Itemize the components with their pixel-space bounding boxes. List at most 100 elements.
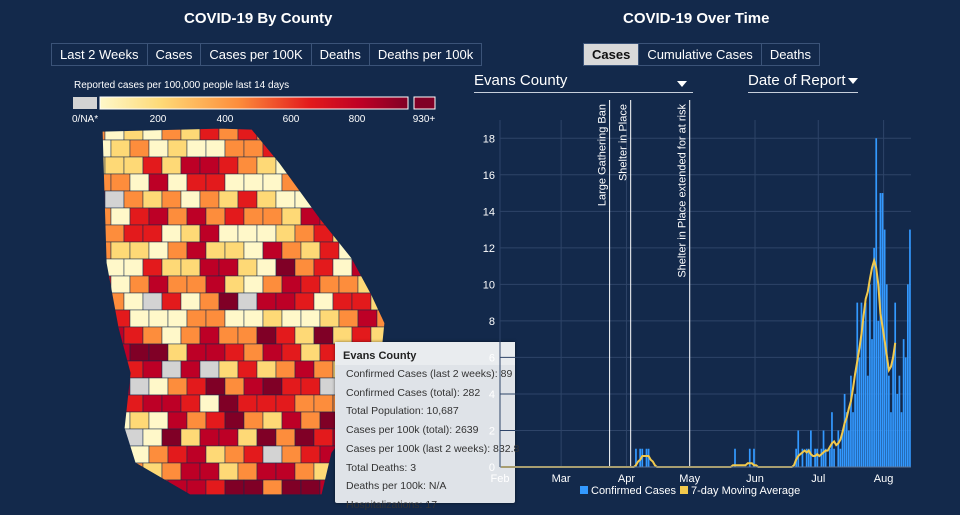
county-shape[interactable] — [338, 139, 359, 158]
county-shape[interactable] — [357, 241, 378, 260]
case-bar[interactable] — [869, 284, 871, 467]
case-bar[interactable] — [816, 448, 819, 467]
county-shape[interactable] — [218, 462, 239, 481]
county-shape[interactable] — [123, 326, 144, 345]
county-shape[interactable] — [180, 156, 201, 175]
county-shape[interactable] — [180, 326, 201, 345]
county-shape[interactable] — [294, 123, 315, 141]
county-shape[interactable] — [262, 309, 283, 328]
county-shape[interactable] — [167, 139, 188, 158]
county-shape[interactable] — [313, 190, 334, 209]
county-shape[interactable] — [161, 292, 182, 311]
county-shape[interactable] — [205, 207, 226, 226]
county-shape[interactable] — [357, 139, 378, 158]
county-shape[interactable] — [351, 224, 372, 243]
county-shape[interactable] — [104, 462, 125, 481]
county-shape[interactable] — [256, 156, 277, 175]
county-shape[interactable] — [224, 275, 245, 294]
county-shape[interactable] — [218, 190, 239, 209]
county-shape[interactable] — [243, 377, 264, 396]
county-shape[interactable] — [294, 428, 315, 447]
case-bar[interactable] — [841, 430, 844, 467]
county-shape[interactable] — [338, 275, 359, 294]
case-bar[interactable] — [805, 448, 808, 467]
case-bar[interactable] — [902, 339, 905, 467]
county-shape[interactable] — [262, 377, 283, 396]
county-shape[interactable] — [314, 497, 333, 503]
county-shape[interactable] — [294, 258, 315, 277]
county-shape[interactable] — [262, 241, 283, 260]
county-shape[interactable] — [237, 292, 258, 311]
county-shape[interactable] — [92, 445, 112, 464]
county-shape[interactable] — [148, 445, 169, 464]
county-shape[interactable] — [295, 497, 314, 503]
county-shape[interactable] — [161, 428, 182, 447]
county-shape[interactable] — [161, 156, 182, 175]
county-shape[interactable] — [256, 462, 277, 481]
county-shape[interactable] — [351, 190, 372, 209]
county-shape[interactable] — [275, 462, 296, 481]
county-shape[interactable] — [332, 156, 353, 175]
county-shape[interactable] — [332, 123, 353, 141]
county-shape[interactable] — [281, 343, 302, 362]
county-shape[interactable] — [205, 275, 226, 294]
county-shape[interactable] — [167, 207, 188, 226]
county-shape[interactable] — [275, 428, 296, 447]
county-shape[interactable] — [376, 241, 390, 260]
county-shape[interactable] — [281, 411, 302, 430]
county-shape[interactable] — [243, 241, 264, 260]
county-shape[interactable] — [313, 123, 334, 141]
county-shape[interactable] — [313, 258, 334, 277]
county-shape[interactable] — [281, 139, 302, 158]
county-shape[interactable] — [148, 241, 169, 260]
case-bar[interactable] — [810, 430, 812, 467]
county-shape[interactable] — [92, 343, 112, 362]
county-shape[interactable] — [237, 360, 258, 379]
county-shape[interactable] — [167, 411, 188, 430]
county-shape[interactable] — [186, 241, 207, 260]
county-shape[interactable] — [199, 292, 220, 311]
case-bar[interactable] — [879, 193, 882, 467]
county-shape[interactable] — [370, 190, 390, 209]
county-shape[interactable] — [161, 123, 182, 141]
case-bar[interactable] — [734, 448, 736, 467]
county-shape[interactable] — [262, 207, 283, 226]
case-bar[interactable] — [877, 320, 880, 467]
case-bar[interactable] — [801, 448, 804, 467]
county-shape[interactable] — [300, 377, 321, 396]
case-bar[interactable] — [843, 393, 846, 467]
county-shape[interactable] — [110, 207, 131, 226]
county-shape[interactable] — [180, 258, 201, 277]
county-shape[interactable] — [319, 309, 340, 328]
county-shape[interactable] — [181, 497, 200, 503]
case-bar[interactable] — [871, 339, 873, 467]
tab-cases-per-100k[interactable]: Cases per 100K — [200, 43, 311, 66]
case-bar[interactable] — [797, 430, 800, 467]
county-shape[interactable] — [90, 497, 105, 503]
county-shape[interactable] — [180, 190, 201, 209]
tab-chart-deaths[interactable]: Deaths — [760, 43, 821, 66]
case-bar[interactable] — [635, 448, 637, 467]
county-shape[interactable] — [186, 309, 207, 328]
county-shape[interactable] — [332, 258, 353, 277]
county-shape[interactable] — [262, 275, 283, 294]
county-shape[interactable] — [224, 207, 245, 226]
county-shape[interactable] — [90, 224, 106, 243]
county-shape[interactable] — [148, 309, 169, 328]
county-shape[interactable] — [180, 123, 201, 141]
county-shape[interactable] — [319, 241, 340, 260]
case-bar[interactable] — [820, 448, 823, 467]
county-shape[interactable] — [104, 123, 125, 141]
case-bar[interactable] — [837, 430, 840, 467]
county-shape[interactable] — [276, 497, 295, 503]
county-shape[interactable] — [313, 360, 334, 379]
county-shape[interactable] — [161, 258, 182, 277]
county-shape[interactable] — [123, 292, 144, 311]
county-shape[interactable] — [142, 360, 163, 379]
county-shape[interactable] — [92, 479, 112, 497]
county-shape[interactable] — [243, 343, 264, 362]
county-shape[interactable] — [205, 309, 226, 328]
county-shape[interactable] — [294, 292, 315, 311]
case-bar[interactable] — [829, 448, 831, 467]
county-shape[interactable] — [90, 326, 106, 345]
